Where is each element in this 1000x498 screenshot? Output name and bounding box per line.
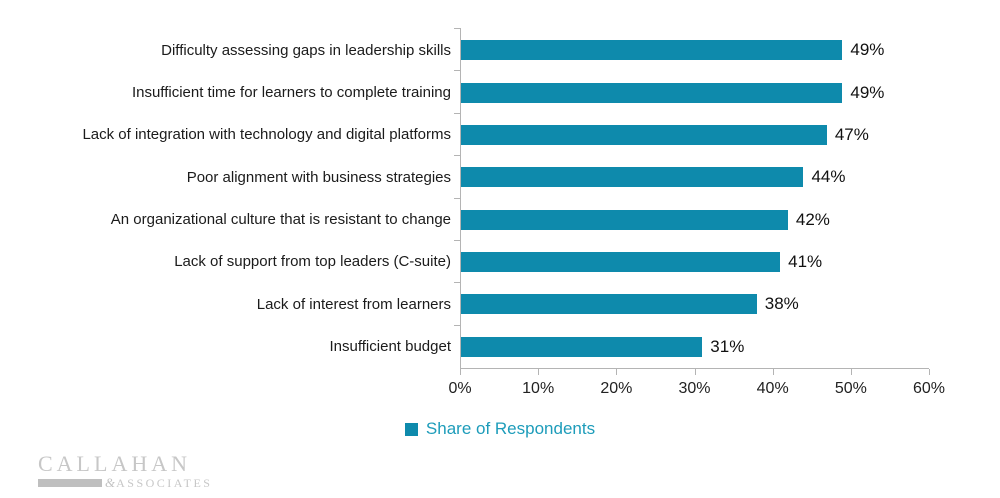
legend: Share of Respondents <box>0 418 1000 440</box>
bar-track: 49% <box>454 28 928 72</box>
x-axis-tick <box>850 369 852 375</box>
value-label: 44% <box>811 167 846 187</box>
category-label: An organizational culture that is resist… <box>110 211 451 229</box>
callahan-associates-logo: CALLAHAN & ASSOCIATES <box>38 451 212 491</box>
value-label: 49% <box>850 82 885 102</box>
logo-name: CALLAHAN <box>38 451 191 476</box>
y-axis-tick <box>454 239 461 241</box>
category-label: Poor alignment with business strategies <box>186 168 451 186</box>
bar-row: Insufficient budget 31% <box>0 324 928 368</box>
x-axis-tick <box>694 369 696 375</box>
bar-row: Insufficient time for learners to comple… <box>0 70 928 114</box>
y-axis-tick <box>454 112 461 114</box>
bar-row: Poor alignment with business strategies 4… <box>0 155 928 199</box>
x-axis-tick <box>929 369 930 375</box>
bar <box>461 167 804 188</box>
bar-track: 49% <box>454 70 928 114</box>
logo-subname: ASSOCIATES <box>116 475 213 490</box>
x-axis-tick-label: 40% <box>756 380 789 397</box>
bar-chart-rows: Difficulty assessing gaps in leadership … <box>0 28 928 368</box>
x-axis-tick <box>616 369 618 375</box>
y-axis-tick <box>454 324 461 326</box>
category-label: Insufficient budget <box>329 338 451 356</box>
value-label: 49% <box>850 40 885 60</box>
category-label: Lack of interest from learners <box>256 295 451 313</box>
y-axis-tick <box>454 155 461 157</box>
bar-track: 47% <box>454 112 928 157</box>
category-label: Insufficient time for learners to comple… <box>131 83 451 101</box>
y-axis-tick <box>454 70 461 72</box>
value-label: 42% <box>795 209 830 229</box>
legend-swatch-icon <box>404 422 418 436</box>
bar <box>461 40 843 61</box>
bar-track: 41% <box>454 239 928 284</box>
bar-track: 31% <box>454 324 928 368</box>
x-axis-tick <box>460 369 461 375</box>
x-axis-tick <box>772 369 774 375</box>
y-axis-tick <box>454 282 461 284</box>
value-label: 38% <box>764 294 799 314</box>
bar-row: Lack of integration with technology and … <box>0 112 928 157</box>
logo-bar-decoration <box>38 479 102 488</box>
bar-row: Lack of support from top leaders (C-suit… <box>0 239 928 284</box>
logo-ampersand: & <box>105 475 116 491</box>
logo-subline: & ASSOCIATES <box>38 475 212 491</box>
bar-row: An organizational culture that is resist… <box>0 197 928 241</box>
value-label: 41% <box>788 252 823 272</box>
bar <box>461 124 827 145</box>
x-axis-tick-label: 30% <box>678 380 711 397</box>
x-axis: 0% 10% 20% 30% 40% 50% 60% <box>448 368 945 408</box>
bar <box>461 294 757 315</box>
bar-track: 38% <box>454 282 928 326</box>
bar <box>461 209 788 230</box>
value-label: 31% <box>710 336 745 356</box>
x-axis-tick-label: 60% <box>912 380 946 397</box>
bar <box>461 82 843 103</box>
legend-label: Share of Respondents <box>425 419 596 438</box>
bar-track: 44% <box>454 155 928 199</box>
bar <box>461 336 703 357</box>
x-axis-tick-label: 0% <box>448 380 472 397</box>
x-axis-tick-label: 10% <box>522 380 555 397</box>
bar <box>461 252 781 273</box>
y-axis-tick <box>454 28 461 29</box>
bar-track: 42% <box>454 197 928 241</box>
category-label: Difficulty assessing gaps in leadership … <box>161 41 451 59</box>
bar-row: Lack of interest from learners 38% <box>0 282 928 326</box>
y-axis-tick <box>454 197 461 199</box>
bar-row: Difficulty assessing gaps in leadership … <box>0 28 928 72</box>
category-label: Lack of support from top leaders (C-suit… <box>174 253 451 271</box>
value-label: 47% <box>834 124 869 144</box>
x-axis-tick-label: 20% <box>600 380 633 397</box>
x-axis-tick <box>538 369 540 375</box>
x-axis-tick-label: 50% <box>834 380 867 397</box>
category-label: Lack of integration with technology and … <box>82 126 451 144</box>
